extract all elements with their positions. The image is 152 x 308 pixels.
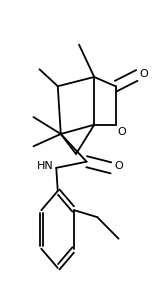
Text: O: O bbox=[140, 69, 149, 79]
Text: O: O bbox=[118, 128, 127, 137]
Text: HN: HN bbox=[36, 161, 53, 171]
Text: O: O bbox=[114, 161, 123, 171]
